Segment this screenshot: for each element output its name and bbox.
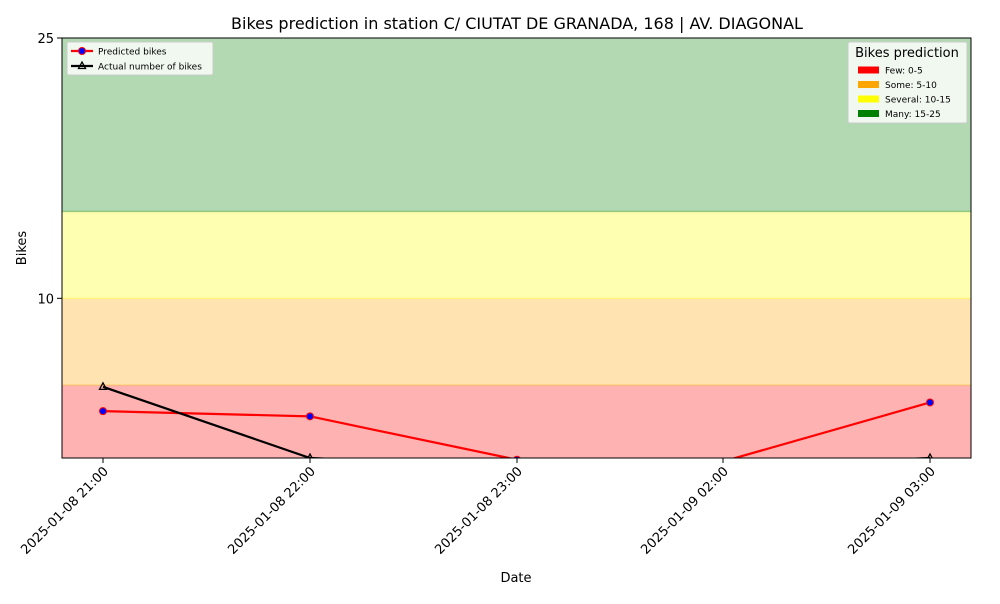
band-label-2: Several: 10-15 xyxy=(885,96,951,106)
band-1 xyxy=(62,298,971,386)
legend-marker-0 xyxy=(78,47,86,55)
band-swatch-2 xyxy=(858,95,879,103)
actual-point-4 xyxy=(927,452,933,458)
x-tick-label-3: 2025-01-09 02:00 xyxy=(638,464,731,557)
chart-title: Bikes prediction in station C/ CIUTAT DE… xyxy=(231,14,803,33)
legend-label-1: Actual number of bikes xyxy=(98,63,202,73)
bands-legend-box xyxy=(847,41,968,124)
band-swatch-3 xyxy=(858,110,879,117)
actual-point-1 xyxy=(307,452,313,458)
y-axis-label: Bikes xyxy=(15,231,30,266)
predicted-point-4 xyxy=(926,398,934,407)
x-tick-label-2: 2025-01-08 23:00 xyxy=(432,464,525,557)
y-tick-label-1: 25 xyxy=(37,32,54,47)
legend-label-0: Predicted bikes xyxy=(98,48,167,58)
series-line-1 xyxy=(102,385,930,458)
band-swatch-0 xyxy=(858,66,879,74)
series-legend: Predicted bikes Actual number of bikes xyxy=(66,41,214,76)
series-legend-box xyxy=(66,41,214,76)
x-tick-label-1: 2025-01-08 22:00 xyxy=(225,464,318,557)
x-axis-label: Date xyxy=(500,571,531,586)
legend-marker-1 xyxy=(77,60,87,70)
x-tick-label-0: 2025-01-08 21:00 xyxy=(18,464,111,557)
band-label-1: Some: 5-10 xyxy=(885,81,937,91)
band-2 xyxy=(62,211,971,299)
predicted-point-1 xyxy=(306,412,314,421)
x-tick-label-4: 2025-01-09 03:00 xyxy=(845,464,938,557)
band-layer xyxy=(62,38,971,458)
bands-legend: Bikes prediction Few: 0-5 Some: 5-10 Severa… xyxy=(847,41,968,124)
predicted-point-0 xyxy=(99,407,107,416)
band-label-3: Many: 15-25 xyxy=(885,110,941,120)
actual-point-0 xyxy=(98,381,108,390)
band-swatch-1 xyxy=(858,81,879,88)
series-layer xyxy=(98,381,934,458)
bands-legend-title: Bikes prediction xyxy=(855,46,959,61)
band-label-0: Few: 0-5 xyxy=(885,67,923,77)
band-0 xyxy=(62,385,971,458)
series-line-0 xyxy=(102,401,931,458)
y-tick-label-0: 10 xyxy=(37,292,54,307)
